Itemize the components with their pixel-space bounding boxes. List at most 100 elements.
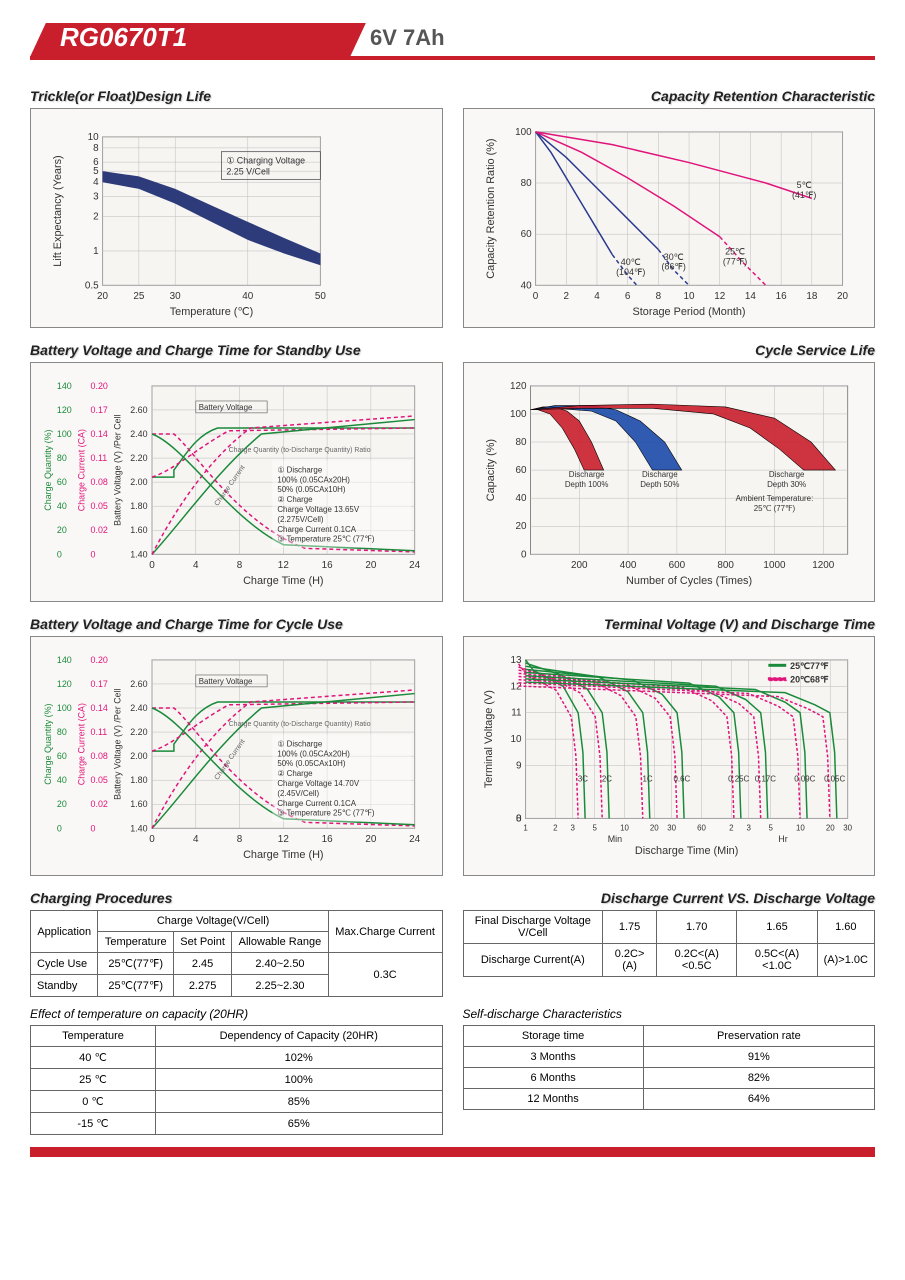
- svg-text:0.11: 0.11: [91, 727, 108, 737]
- th: Temperature: [31, 1026, 156, 1047]
- td: 1.65: [737, 911, 817, 944]
- svg-text:600: 600: [668, 560, 685, 571]
- svg-text:Charge Current (CA): Charge Current (CA): [77, 703, 87, 785]
- title-terminal: Terminal Voltage (V) and Discharge Time: [463, 616, 876, 632]
- svg-text:Discharge Time (Min): Discharge Time (Min): [634, 845, 737, 857]
- td: 85%: [156, 1091, 443, 1113]
- svg-text:13: 13: [510, 655, 522, 666]
- td-max: 0.3C: [328, 953, 442, 997]
- svg-text:0.25C: 0.25C: [728, 774, 749, 783]
- svg-text:100% (0.05CAx20H): 100% (0.05CAx20H): [277, 475, 350, 484]
- svg-text:2.00: 2.00: [130, 477, 147, 487]
- svg-text:Charge Quantity (to-Discharge: Charge Quantity (to-Discharge Quantity) …: [229, 721, 371, 728]
- svg-text:30: 30: [667, 823, 676, 832]
- svg-text:1.80: 1.80: [130, 501, 147, 511]
- svg-text:24: 24: [409, 834, 421, 845]
- svg-text:Ambient Temperature:: Ambient Temperature:: [735, 494, 813, 503]
- svg-text:30: 30: [843, 823, 852, 832]
- svg-text:60: 60: [520, 229, 532, 240]
- svg-text:10: 10: [620, 823, 629, 832]
- svg-text:25℃ (77℉): 25℃ (77℉): [753, 504, 795, 513]
- svg-text:0.02: 0.02: [91, 799, 108, 809]
- svg-text:2.00: 2.00: [130, 751, 147, 761]
- svg-text:20: 20: [515, 521, 527, 532]
- svg-text:8: 8: [655, 291, 661, 302]
- svg-text:80: 80: [520, 178, 532, 189]
- svg-text:(86℉): (86℉): [661, 262, 685, 272]
- svg-text:2: 2: [729, 823, 733, 832]
- td: 0.2C<(A)<0.5C: [657, 944, 737, 977]
- svg-text:0: 0: [149, 560, 155, 571]
- svg-text:0.17C: 0.17C: [754, 774, 775, 783]
- svg-text:5℃: 5℃: [796, 180, 811, 190]
- td: 0.2C>(A): [603, 944, 657, 977]
- svg-text:③ Temperature 25℃ (77℉): ③ Temperature 25℃ (77℉): [277, 535, 375, 544]
- svg-text:16: 16: [322, 834, 334, 845]
- svg-text:Battery Voltage (V) /Per Cell: Battery Voltage (V) /Per Cell: [112, 414, 122, 525]
- td: 2.40~2.50: [232, 953, 329, 975]
- svg-text:0.20: 0.20: [91, 381, 108, 391]
- svg-text:1200: 1200: [812, 560, 835, 571]
- svg-text:Terminal Voltage (V): Terminal Voltage (V): [482, 690, 494, 788]
- th-range: Allowable Range: [232, 932, 329, 953]
- svg-text:40: 40: [57, 775, 67, 785]
- svg-text:40: 40: [520, 280, 532, 291]
- svg-text:③ Temperature 25℃ (77℉): ③ Temperature 25℃ (77℉): [277, 809, 375, 818]
- svg-text:1: 1: [523, 823, 528, 832]
- svg-text:Discharge: Discharge: [568, 470, 604, 479]
- chart-cycle-use: 04812162024001.40200.021.60400.051.80600…: [30, 636, 443, 876]
- svg-text:30℃: 30℃: [663, 252, 683, 262]
- td: -15 ℃: [31, 1113, 156, 1135]
- td: 40 ℃: [31, 1047, 156, 1069]
- svg-text:20: 20: [57, 799, 67, 809]
- svg-text:80: 80: [57, 453, 67, 463]
- chart-terminal: 089101112133C2C1C0.6C0.25C0.17C0.09C0.05…: [463, 636, 876, 876]
- svg-text:0: 0: [91, 549, 96, 559]
- svg-text:100% (0.05CAx20H): 100% (0.05CAx20H): [277, 749, 350, 758]
- svg-text:8: 8: [93, 143, 99, 154]
- svg-text:25℃77℉: 25℃77℉: [790, 661, 829, 671]
- svg-text:2: 2: [563, 291, 569, 302]
- svg-text:0.6C: 0.6C: [673, 774, 690, 783]
- svg-text:10: 10: [510, 734, 522, 745]
- th: Storage time: [463, 1026, 643, 1047]
- svg-text:Charge Quantity (to-Discharge: Charge Quantity (to-Discharge Quantity) …: [229, 447, 371, 454]
- td: Discharge Current(A): [463, 944, 603, 977]
- svg-text:Battery Voltage: Battery Voltage: [199, 677, 253, 686]
- svg-text:16: 16: [775, 291, 787, 302]
- td: 2.45: [173, 953, 231, 975]
- title-standby: Battery Voltage and Charge Time for Stan…: [30, 342, 443, 358]
- svg-text:60: 60: [515, 465, 527, 476]
- td: 25℃(77℉): [98, 975, 174, 997]
- model-number: RG0670T1: [60, 22, 187, 53]
- svg-text:20: 20: [837, 291, 849, 302]
- svg-text:① Charging Voltage: ① Charging Voltage: [226, 156, 305, 166]
- svg-text:80: 80: [57, 727, 67, 737]
- svg-text:Number of Cycles (Times): Number of Cycles (Times): [626, 575, 752, 587]
- th: Dependency of Capacity (20HR): [156, 1026, 443, 1047]
- chart-trickle: 0.51234568102025304050① Charging Voltage…: [30, 108, 443, 328]
- svg-text:20: 20: [57, 525, 67, 535]
- svg-text:50% (0.05CAx10H): 50% (0.05CAx10H): [277, 485, 345, 494]
- title-trickle: Trickle(or Float)Design Life: [30, 88, 443, 104]
- svg-text:Capacity (%): Capacity (%): [484, 439, 496, 501]
- th-cv: Charge Voltage(V/Cell): [98, 911, 328, 932]
- svg-text:0.5: 0.5: [85, 280, 99, 291]
- footer-bar: [30, 1147, 875, 1157]
- svg-text:5: 5: [592, 823, 597, 832]
- svg-text:① Discharge: ① Discharge: [277, 465, 322, 474]
- title-cycle-life: Cycle Service Life: [463, 342, 876, 358]
- svg-text:Depth 50%: Depth 50%: [640, 480, 679, 489]
- svg-text:8: 8: [516, 813, 522, 824]
- svg-text:12: 12: [714, 291, 725, 302]
- header-bar: RG0670T1 6V 7Ah: [30, 20, 875, 60]
- svg-text:200: 200: [571, 560, 588, 571]
- td: 3 Months: [463, 1047, 643, 1068]
- svg-text:0: 0: [149, 834, 155, 845]
- svg-text:0: 0: [91, 823, 96, 833]
- svg-text:8: 8: [237, 834, 243, 845]
- td: 82%: [643, 1068, 874, 1089]
- td: 102%: [156, 1047, 443, 1069]
- svg-text:(104℉): (104℉): [616, 267, 645, 277]
- svg-text:4: 4: [93, 177, 99, 188]
